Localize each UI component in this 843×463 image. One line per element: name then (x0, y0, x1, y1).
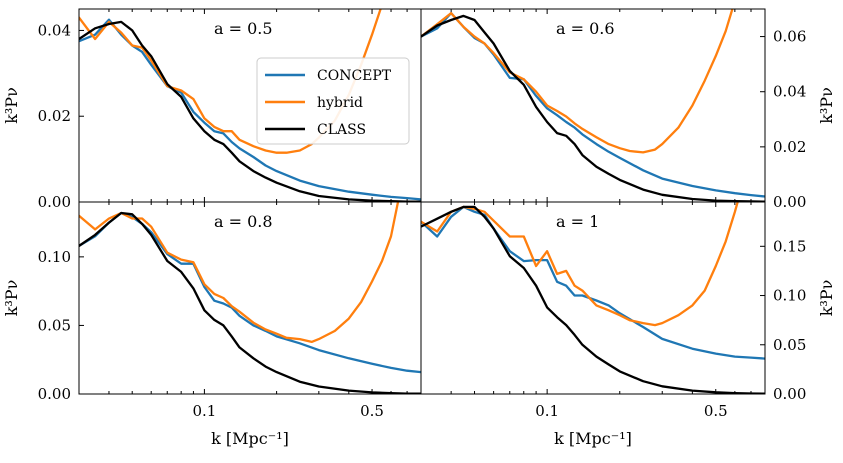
y-tick-label: 0.00 (773, 385, 806, 403)
series-concept-line (421, 11, 765, 198)
series-hybrid-line (421, 202, 739, 327)
y-tick-label: 0.10 (773, 287, 806, 305)
x-tick-label: 0.5 (704, 402, 728, 420)
panel-a05: 0.00 0.02 0.04 a = 0.5 k³Pν (2, 8, 422, 211)
y-tick-label: 0.05 (773, 336, 806, 354)
x-axis-labels: 0.1 0.5 k [Mpc⁻¹] 0.1 0.5 k [Mpc⁻¹] (192, 402, 727, 448)
series-class-line (79, 211, 421, 394)
y-tick-label: 0.02 (38, 107, 71, 125)
panel-a1: 0.00 0.05 0.10 0.15 a = 1 k³Pν (420, 201, 836, 403)
panel-label: a = 1 (556, 212, 599, 231)
x-axis-label: k [Mpc⁻¹] (554, 429, 632, 448)
y-axis-label: k³Pν (2, 87, 21, 124)
series-class-line (421, 14, 765, 202)
x-tick-label: 0.1 (535, 402, 559, 420)
panel-label: a = 0.6 (556, 19, 615, 38)
y-axis-label: k³Pν (817, 280, 836, 317)
y-tick-label: 0.02 (773, 138, 806, 156)
y-tick-label: 0.05 (38, 316, 71, 334)
series-class-line (421, 205, 765, 394)
y-tick-label: 0.00 (38, 385, 71, 403)
legend-label-hybrid: hybrid (317, 95, 363, 111)
legend-label-class: CLASS (317, 122, 366, 138)
series-hybrid-line (79, 202, 400, 344)
series-group (79, 202, 421, 394)
panel-frame (420, 201, 766, 395)
panel-a06: 0.00 0.02 0.04 0.06 a = 0.6 k³Pν (420, 8, 836, 211)
x-axis-label: k [Mpc⁻¹] (211, 429, 289, 448)
series-group (421, 202, 765, 394)
y-axis-label: k³Pν (817, 87, 836, 124)
panel-a08: 0.00 0.05 0.10 a = 0.8 k³Pν (2, 201, 422, 403)
panels-layer: 0.00 0.02 0.04 a = 0.5 k³Pν 0.00 0.02 0.04 0.06 a… (2, 8, 836, 403)
series-concept-line (79, 211, 421, 374)
legend: CONCEPT hybrid CLASS (256, 57, 410, 145)
panel-label: a = 0.5 (214, 19, 273, 38)
x-tick-label: 0.1 (192, 402, 216, 420)
y-tick-label: 0.06 (773, 28, 806, 46)
legend-box (256, 57, 410, 145)
y-tick-label: 0.15 (773, 237, 806, 255)
x-tick-label: 0.5 (360, 402, 384, 420)
series-hybrid-line (421, 9, 734, 154)
y-tick-label: 0.10 (38, 248, 71, 266)
legend-label-concept: CONCEPT (317, 68, 392, 84)
panel-label: a = 0.8 (214, 212, 273, 231)
y-tick-label: 0.00 (38, 193, 71, 211)
y-tick-label: 0.00 (773, 193, 806, 211)
y-tick-label: 0.04 (773, 83, 806, 101)
series-concept-line (421, 205, 765, 360)
y-tick-label: 0.04 (38, 21, 71, 39)
y-axis-label: k³Pν (2, 280, 21, 317)
